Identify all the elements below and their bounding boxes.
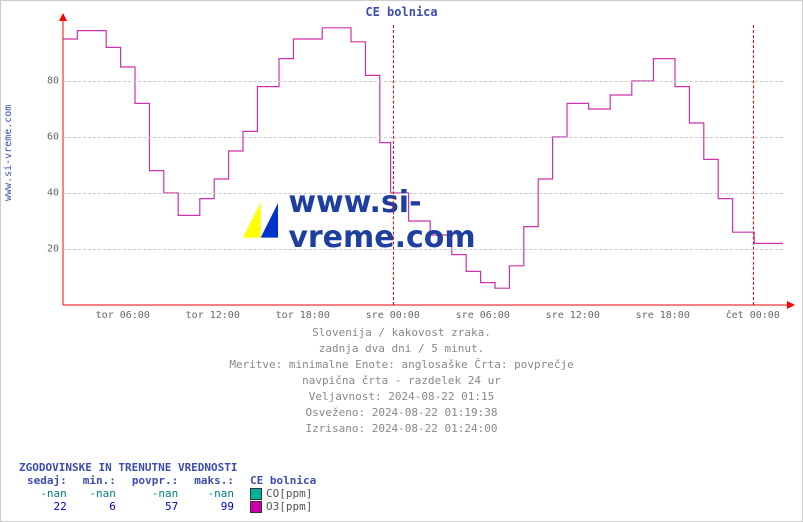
y-tick-label: 20 bbox=[35, 244, 59, 255]
stat-cell: 57 bbox=[124, 500, 186, 513]
swatch-icon bbox=[250, 501, 262, 513]
info-line: Veljavnost: 2024-08-22 01:15 bbox=[1, 389, 802, 405]
swatch-icon bbox=[250, 488, 262, 500]
table-row: 2265799O3[ppm] bbox=[19, 500, 324, 513]
x-tick-label: sre 18:00 bbox=[636, 310, 690, 321]
gridline bbox=[63, 81, 783, 82]
stat-cell: -nan bbox=[75, 487, 124, 500]
col-header: maks.: bbox=[186, 474, 242, 487]
info-line: Slovenija / kakovost zraka. bbox=[1, 325, 802, 341]
info-line: Meritve: minimalne Enote: anglosaške Črt… bbox=[1, 357, 802, 373]
col-header: sedaj: bbox=[19, 474, 75, 487]
table-row: -nan-nan-nan-nanCO[ppm] bbox=[19, 487, 324, 500]
gridline bbox=[63, 137, 783, 138]
x-tick-label: tor 06:00 bbox=[96, 310, 150, 321]
gridline bbox=[63, 193, 783, 194]
chart-plot-area: www.si-vreme.com 20406080tor 06:00tor 12… bbox=[63, 25, 783, 305]
table-header: ZGODOVINSKE IN TRENUTNE VREDNOSTI bbox=[19, 461, 324, 474]
y-tick-label: 80 bbox=[35, 76, 59, 87]
col-header: povpr.: bbox=[124, 474, 186, 487]
x-tick-label: čet 00:00 bbox=[726, 310, 780, 321]
x-tick-label: sre 00:00 bbox=[366, 310, 420, 321]
stats-table: ZGODOVINSKE IN TRENUTNE VREDNOSTI sedaj:… bbox=[19, 461, 324, 513]
info-line: Osveženo: 2024-08-22 01:19:38 bbox=[1, 405, 802, 421]
x-tick-label: sre 12:00 bbox=[546, 310, 600, 321]
x-tick-label: tor 18:00 bbox=[276, 310, 330, 321]
gridline bbox=[63, 249, 783, 250]
stat-cell: 22 bbox=[19, 500, 75, 513]
metric-cell: O3[ppm] bbox=[242, 500, 324, 513]
stat-cell: -nan bbox=[186, 487, 242, 500]
stat-cell: 6 bbox=[75, 500, 124, 513]
y-tick-label: 60 bbox=[35, 132, 59, 143]
info-block: Slovenija / kakovost zraka.zadnja dva dn… bbox=[1, 325, 802, 437]
y-axis-label: www.si-vreme.com bbox=[3, 105, 14, 201]
metric-cell: CO[ppm] bbox=[242, 487, 324, 500]
stat-cell: -nan bbox=[124, 487, 186, 500]
stat-cell: 99 bbox=[186, 500, 242, 513]
info-line: Izrisano: 2024-08-22 01:24:00 bbox=[1, 421, 802, 437]
x-tick-label: tor 12:00 bbox=[186, 310, 240, 321]
x-tick-label: sre 06:00 bbox=[456, 310, 510, 321]
info-line: navpična črta - razdelek 24 ur bbox=[1, 373, 802, 389]
col-header: min.: bbox=[75, 474, 124, 487]
station-header: CE bolnica bbox=[242, 474, 324, 487]
y-tick-label: 40 bbox=[35, 188, 59, 199]
day-divider bbox=[753, 25, 754, 305]
chart-title: CE bolnica bbox=[1, 5, 802, 19]
info-line: zadnja dva dni / 5 minut. bbox=[1, 341, 802, 357]
stat-cell: -nan bbox=[19, 487, 75, 500]
day-divider bbox=[393, 25, 394, 305]
